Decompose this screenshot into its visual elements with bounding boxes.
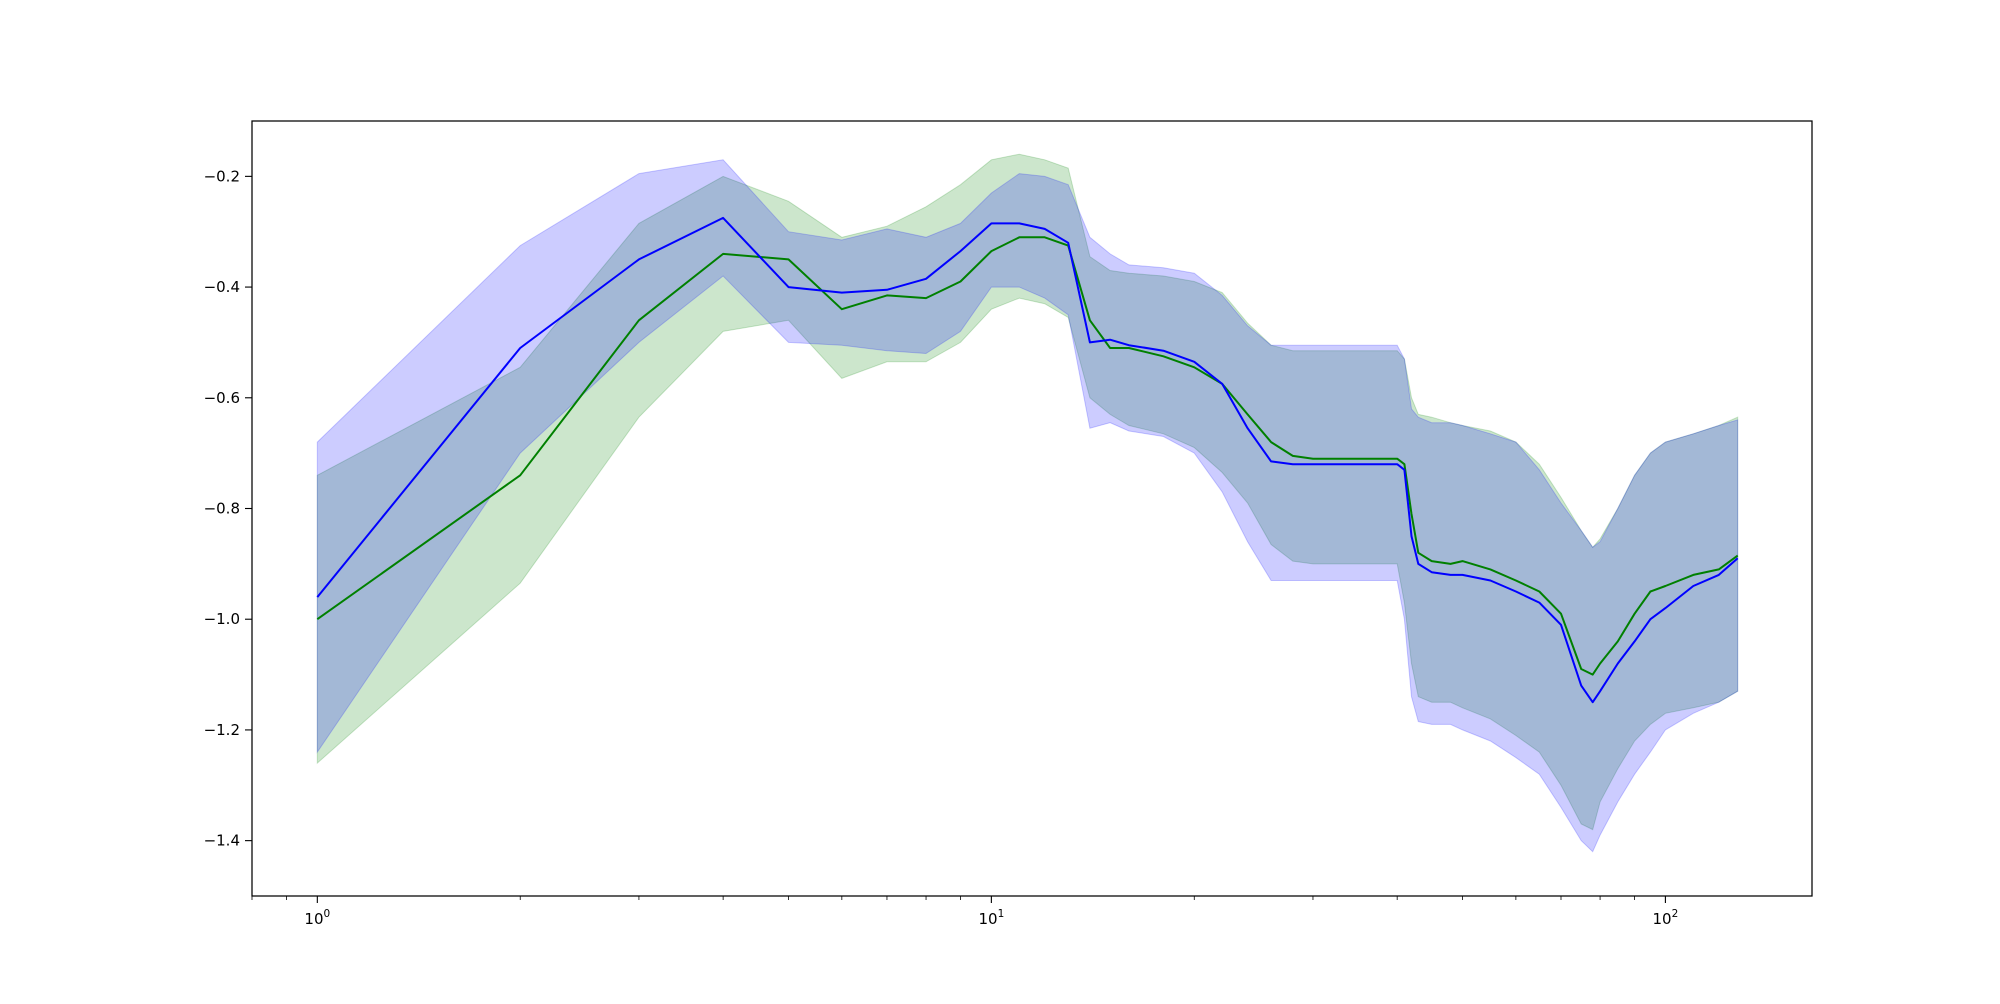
x-tick-label: 100 (304, 908, 330, 928)
confidence-band-2 (316, 159, 1739, 853)
series-line-2 (316, 216, 1739, 704)
x-axis-ticks: 100 101 102 (251, 896, 1679, 928)
x-tick-label: 101 (978, 908, 1004, 928)
series-lines (316, 216, 1739, 704)
y-tick-label: −1.0 (204, 610, 240, 628)
y-tick-label: −0.6 (204, 389, 240, 407)
confidence-band-1 (316, 153, 1739, 831)
y-tick-label: −0.4 (204, 278, 240, 296)
x-tick-label: 102 (1653, 908, 1679, 928)
confidence-bands (316, 153, 1739, 853)
y-tick-label: −1.2 (204, 721, 240, 739)
y-tick-label: −0.2 (204, 167, 240, 185)
y-tick-label: −0.8 (204, 500, 240, 518)
y-tick-label: −1.4 (204, 832, 240, 850)
y-axis-ticks: −0.2 −0.4 −0.6 −0.8 −1.0 −1.2 −1.4 (204, 167, 252, 850)
series-line-1 (316, 236, 1739, 676)
